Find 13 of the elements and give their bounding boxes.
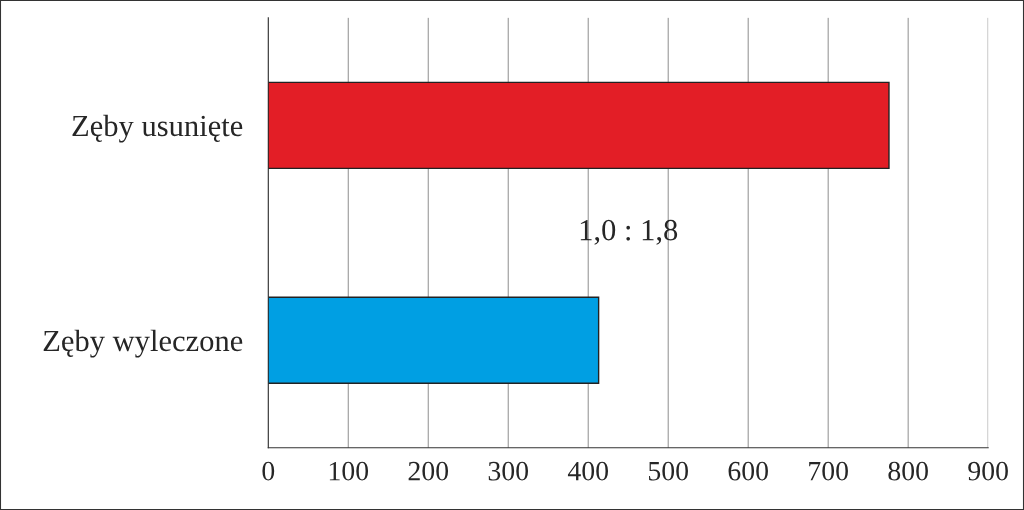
x-tick-label: 400 <box>567 461 609 481</box>
x-tick-label: 700 <box>809 461 848 481</box>
x-tick-label: 100 <box>329 461 369 481</box>
y-tick-label: Zęby wyleczone <box>43 329 243 358</box>
x-tick-label: 200 <box>408 461 449 481</box>
x-tick-label: 900 <box>968 461 1008 481</box>
y-tick-label: Zęby usunięte <box>72 114 243 143</box>
x-tick-label: 0 <box>262 461 275 481</box>
x-tick-label: 300 <box>488 461 529 481</box>
x-tick-label: 800 <box>888 461 928 481</box>
x-tick-label: 600 <box>728 461 768 481</box>
annotation: 1,0 : 1,8 <box>580 219 678 245</box>
x-tick-label: 500 <box>649 461 688 481</box>
